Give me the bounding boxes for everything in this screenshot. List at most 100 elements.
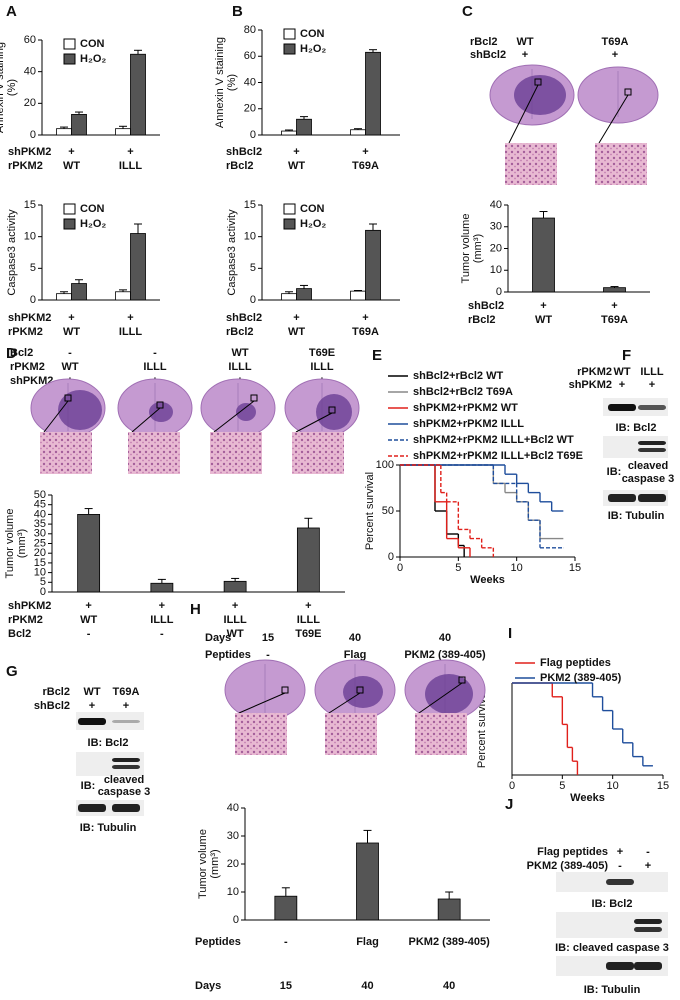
blot-band bbox=[112, 758, 140, 762]
legend-swatch bbox=[63, 38, 76, 50]
y-axis-label: Annexin V staining bbox=[0, 42, 6, 133]
bar bbox=[296, 288, 312, 301]
bar bbox=[532, 217, 555, 293]
row-label: shPKM2 bbox=[8, 312, 51, 324]
legend-swatch bbox=[283, 28, 296, 40]
row-value: Flag bbox=[356, 936, 379, 948]
blot-membrane bbox=[556, 912, 668, 938]
blot-band bbox=[638, 448, 666, 452]
blot-band bbox=[78, 718, 106, 725]
y-tick-label: 0 bbox=[250, 129, 256, 141]
blot-label: IB: cleaved caspase 3 bbox=[555, 942, 669, 954]
y-tick-label: 0 bbox=[250, 294, 256, 306]
legend-swatch bbox=[283, 203, 296, 215]
blot-label: cleaved bbox=[628, 460, 668, 472]
blot-label: IB: Tubulin bbox=[608, 510, 665, 522]
row-value: + bbox=[127, 312, 133, 324]
tumor bbox=[425, 674, 473, 714]
header-value: ILLL bbox=[228, 361, 251, 373]
header-value: - bbox=[646, 846, 650, 858]
histology bbox=[595, 143, 647, 185]
header-value: 40 bbox=[349, 632, 361, 644]
header-value: ILLL bbox=[310, 361, 333, 373]
zoom-line bbox=[238, 692, 286, 714]
blot-band bbox=[608, 494, 636, 502]
y-tick-label: 50 bbox=[382, 505, 394, 517]
header-label: rBcl2 bbox=[42, 686, 70, 698]
blot-membrane bbox=[76, 752, 144, 776]
header-value: ILLL bbox=[640, 366, 663, 378]
panel-letter: B bbox=[232, 3, 243, 20]
legend-label: shBcl2+rBcl2 WT bbox=[413, 370, 503, 382]
bar bbox=[296, 527, 320, 593]
legend-label: H₂O₂ bbox=[80, 218, 106, 230]
y-tick-label: 0 bbox=[496, 286, 502, 298]
blot-label: IB: Bcl2 bbox=[88, 737, 129, 749]
row-label: rBcl2 bbox=[226, 160, 254, 172]
panel-letter: C bbox=[462, 3, 473, 20]
blot-band bbox=[606, 879, 634, 885]
header-value: + bbox=[522, 49, 528, 61]
bar bbox=[365, 51, 381, 136]
y-tick-label: 50 bbox=[34, 489, 46, 501]
y-tick-label: 40 bbox=[244, 76, 256, 88]
bar bbox=[223, 580, 247, 593]
blot-band bbox=[638, 494, 666, 502]
legend-swatch bbox=[283, 43, 296, 55]
legend-label: CON bbox=[300, 28, 325, 40]
blot-label: IB: Bcl2 bbox=[616, 422, 657, 434]
row-value: ILLL bbox=[150, 614, 173, 626]
legend-swatch bbox=[63, 53, 76, 65]
bar bbox=[150, 582, 174, 593]
row-value: ILLL bbox=[297, 614, 320, 626]
header-value: WT bbox=[61, 361, 78, 373]
y-tick-label: 20 bbox=[244, 103, 256, 115]
histology bbox=[415, 713, 467, 755]
bar bbox=[350, 290, 366, 301]
x-tick-label: 10 bbox=[607, 780, 619, 792]
header-value: + bbox=[645, 860, 651, 872]
bar bbox=[115, 128, 131, 136]
legend-label: shBcl2+rBcl2 T69A bbox=[413, 386, 513, 398]
y-tick-label: 40 bbox=[34, 508, 46, 520]
row-value: + bbox=[68, 146, 74, 158]
row-value: T69A bbox=[352, 160, 379, 172]
legend-label: CON bbox=[80, 38, 105, 50]
bar bbox=[281, 130, 297, 136]
bar bbox=[71, 114, 87, 136]
header-label: shBcl2 bbox=[470, 49, 506, 61]
blot-label: IB: Tubulin bbox=[584, 984, 641, 996]
header-value: 40 bbox=[439, 632, 451, 644]
panel-letter: I bbox=[508, 625, 512, 642]
x-tick-label: 15 bbox=[657, 780, 669, 792]
x-tick-label: 10 bbox=[511, 562, 523, 574]
bar bbox=[130, 233, 146, 301]
panel-letter: F bbox=[622, 347, 631, 364]
header-value: + bbox=[612, 49, 618, 61]
y-tick-label: 10 bbox=[227, 886, 239, 898]
y-tick-label: 80 bbox=[244, 24, 256, 36]
blot-label: IB: bbox=[607, 466, 622, 478]
histology bbox=[505, 143, 557, 185]
y-tick-label: 20 bbox=[490, 242, 502, 254]
row-value: + bbox=[305, 600, 311, 612]
histology bbox=[40, 432, 92, 474]
row-label: shBcl2 bbox=[468, 300, 504, 312]
x-tick-label: 15 bbox=[569, 562, 581, 574]
header-value: + bbox=[619, 379, 625, 391]
tumor bbox=[236, 403, 256, 421]
bar bbox=[365, 229, 381, 301]
header-value: PKM2 (389-405) bbox=[404, 649, 486, 661]
row-label: rBcl2 bbox=[468, 314, 496, 326]
row-value: 15 bbox=[280, 980, 292, 992]
y-axis-label: Tumor volume bbox=[197, 829, 209, 899]
legend-label: H₂O₂ bbox=[300, 43, 326, 55]
y-tick-label: 10 bbox=[490, 264, 502, 276]
row-value: - bbox=[87, 628, 91, 640]
blot-band bbox=[634, 962, 662, 970]
header-label: rPKM2 bbox=[577, 366, 612, 378]
blot-band bbox=[638, 405, 666, 410]
row-value: T69A bbox=[352, 326, 379, 338]
row-value: + bbox=[159, 600, 165, 612]
row-label: shBcl2 bbox=[226, 312, 262, 324]
